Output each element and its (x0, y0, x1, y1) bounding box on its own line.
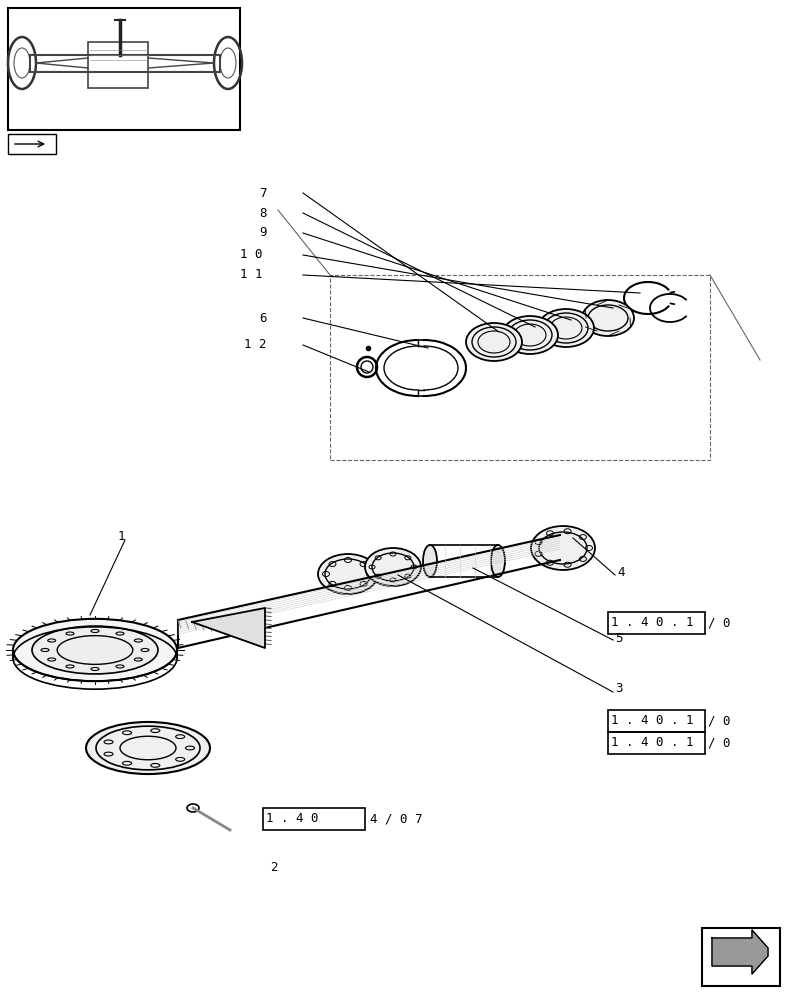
Ellipse shape (13, 619, 177, 681)
Text: 9: 9 (260, 227, 267, 239)
Bar (8, 134, 56, 154)
Ellipse shape (466, 323, 521, 361)
Text: / 0: / 0 (707, 736, 730, 750)
Text: 4 / 0 7: 4 / 0 7 (370, 812, 422, 825)
Text: 1 . 4 0 . 1: 1 . 4 0 . 1 (610, 616, 693, 630)
Ellipse shape (491, 545, 504, 577)
Bar (263, 808, 365, 830)
Text: 8: 8 (260, 207, 267, 220)
Bar (702, 928, 779, 986)
Ellipse shape (318, 554, 378, 594)
Text: 5: 5 (614, 632, 622, 644)
Text: 7: 7 (260, 187, 267, 200)
Bar (8, 8, 240, 130)
Text: 2: 2 (270, 861, 277, 874)
Text: 6: 6 (260, 312, 267, 324)
Bar (607, 732, 704, 754)
Text: 1 . 4 0: 1 . 4 0 (266, 812, 318, 825)
Text: 1 1: 1 1 (240, 268, 263, 282)
Ellipse shape (32, 626, 158, 674)
Ellipse shape (86, 722, 210, 774)
Ellipse shape (365, 548, 420, 586)
Text: 1: 1 (118, 530, 126, 542)
Ellipse shape (501, 316, 557, 354)
Text: / 0: / 0 (707, 714, 730, 727)
Text: 1 . 4 0 . 1: 1 . 4 0 . 1 (610, 714, 693, 727)
Ellipse shape (581, 300, 633, 336)
Text: 1 2: 1 2 (244, 338, 267, 352)
Polygon shape (191, 608, 264, 648)
Bar (329, 275, 709, 460)
Text: 3: 3 (614, 682, 622, 694)
Ellipse shape (538, 309, 594, 347)
Ellipse shape (530, 526, 594, 570)
Bar (88, 42, 148, 88)
Text: 1 . 4 0 . 1: 1 . 4 0 . 1 (610, 736, 693, 750)
Bar (607, 710, 704, 732)
Polygon shape (711, 930, 767, 974)
Text: 4: 4 (616, 566, 624, 578)
Text: 1 0: 1 0 (240, 248, 263, 261)
Ellipse shape (423, 545, 436, 577)
Bar (607, 612, 704, 634)
Text: / 0: / 0 (707, 616, 730, 630)
